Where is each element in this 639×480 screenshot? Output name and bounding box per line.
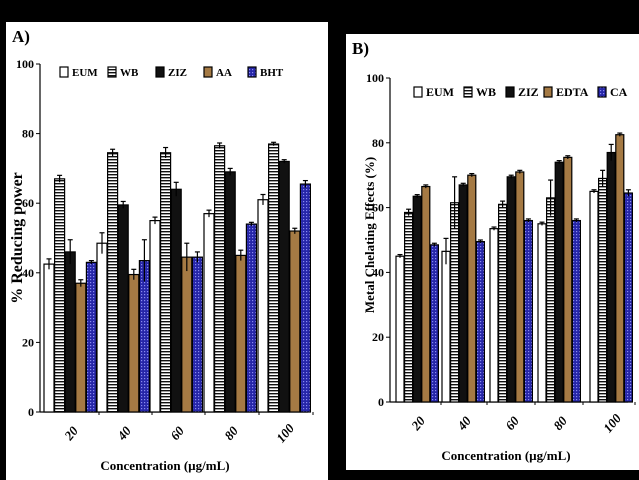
y-tick-label: 0 xyxy=(378,395,384,409)
bar-eum-80 xyxy=(203,213,215,413)
bar-eum-100 xyxy=(257,199,269,413)
bar-ca-20 xyxy=(429,244,439,403)
legend-label-eum: EUM xyxy=(72,67,98,79)
bar-wb-60 xyxy=(160,152,172,413)
bar-ziz-20 xyxy=(412,195,422,403)
legend-swatch-wb xyxy=(463,86,473,98)
bar-eum-20 xyxy=(43,263,55,413)
bar-bht-40 xyxy=(138,260,150,413)
legend-label-aa: AA xyxy=(216,67,232,79)
bar-bht-20 xyxy=(85,261,98,413)
bar-edta-60 xyxy=(515,171,525,403)
bar-ziz-20 xyxy=(64,251,76,413)
y-tick-label: 0 xyxy=(28,405,34,419)
bar-ca-80 xyxy=(571,219,582,403)
legend-label-bht: BHT xyxy=(260,67,284,79)
legend-swatch-wb xyxy=(107,66,117,78)
y-axis-title-b: Metal Chelating Effects (%) xyxy=(362,157,377,313)
legend-swatch-bht xyxy=(247,66,257,78)
bar-aa-100 xyxy=(289,230,301,413)
legend-label-wb: WB xyxy=(476,85,496,99)
legend-b: EUM WB ZIZ EDTA CA xyxy=(413,85,628,99)
y-tick-label: 80 xyxy=(22,127,34,141)
y-tick-label: 100 xyxy=(16,57,34,71)
panel-a: A) % Reducing power Concentration (µg/mL… xyxy=(6,22,328,480)
bar-wb-60 xyxy=(498,203,508,403)
bar-aa-60 xyxy=(181,256,193,413)
legend-swatch-eum xyxy=(413,86,423,98)
y-tick-label: 60 xyxy=(372,201,384,215)
legend-swatch-edta xyxy=(543,86,553,98)
legend-swatch-ca xyxy=(597,86,607,98)
legend-swatch-ziz xyxy=(505,86,515,98)
bar-ziz-100 xyxy=(606,151,616,403)
legend-label-eum: EUM xyxy=(426,85,454,99)
bar-wb-100 xyxy=(268,143,280,413)
bar-eum-40 xyxy=(441,250,451,403)
bar-eum-20 xyxy=(395,255,405,403)
legend-label-ca: CA xyxy=(610,85,628,99)
bar-wb-20 xyxy=(404,211,414,403)
y-tick-label: 20 xyxy=(22,335,34,349)
y-tick-label: 20 xyxy=(372,330,384,344)
bar-ca-60 xyxy=(523,219,534,403)
bar-wb-80 xyxy=(545,197,556,403)
bar-aa-20 xyxy=(75,282,87,413)
legend-label-ziz: ZIZ xyxy=(518,85,539,99)
y-tick-label: 80 xyxy=(372,136,384,150)
bar-ziz-60 xyxy=(506,176,516,403)
y-tick-label: 40 xyxy=(22,266,34,280)
bar-ca-40 xyxy=(475,241,485,403)
x-axis-title-a: Concentration (µg/mL) xyxy=(100,458,229,473)
y-tick-label: 40 xyxy=(372,265,384,279)
bar-ziz-80 xyxy=(554,161,564,403)
bar-ca-100 xyxy=(623,192,634,403)
panel-b: B) Metal Chelating Effects (%) Concentra… xyxy=(346,34,639,470)
legend-swatch-aa xyxy=(203,66,213,78)
bar-edta-40 xyxy=(467,174,477,403)
panel-b-label: B) xyxy=(352,39,369,58)
bar-edta-100 xyxy=(615,134,625,403)
bar-ziz-100 xyxy=(278,160,290,413)
bar-eum-60 xyxy=(149,220,161,413)
bar-eum-100 xyxy=(589,190,599,403)
bar-eum-60 xyxy=(489,228,499,403)
y-tick-label: 60 xyxy=(22,196,34,210)
bar-ziz-60 xyxy=(170,188,182,413)
bar-eum-80 xyxy=(537,223,547,403)
legend-swatch-eum xyxy=(59,66,69,78)
bar-aa-80 xyxy=(235,254,247,413)
legend-a: EUM WB ZIZ AA BHT xyxy=(59,66,284,79)
bar-wb-20 xyxy=(53,178,66,413)
bar-edta-20 xyxy=(421,185,431,403)
bar-ziz-40 xyxy=(117,204,129,413)
legend-label-ziz: ZIZ xyxy=(168,67,187,79)
bar-wb-40 xyxy=(106,152,119,413)
bar-wb-40 xyxy=(450,202,460,403)
y-tick-label: 100 xyxy=(366,71,384,85)
y-axis-title-a: % Reducing power xyxy=(9,172,26,304)
legend-swatch-ziz xyxy=(155,66,165,78)
bar-ziz-80 xyxy=(224,171,236,413)
bar-ziz-40 xyxy=(458,184,468,403)
x-axis-title-b: Concentration (µg/mL) xyxy=(441,448,570,463)
bar-bht-100 xyxy=(299,183,311,413)
bar-aa-40 xyxy=(128,273,140,413)
legend-label-wb: WB xyxy=(120,67,139,79)
panel-a-label: A) xyxy=(12,27,30,46)
bar-edta-80 xyxy=(563,156,573,403)
bar-bht-80 xyxy=(245,223,257,413)
bar-eum-40 xyxy=(96,242,108,413)
bar-wb-100 xyxy=(597,177,608,403)
bar-bht-60 xyxy=(191,256,203,413)
legend-label-edta: EDTA xyxy=(556,85,589,99)
bar-wb-80 xyxy=(214,145,226,413)
